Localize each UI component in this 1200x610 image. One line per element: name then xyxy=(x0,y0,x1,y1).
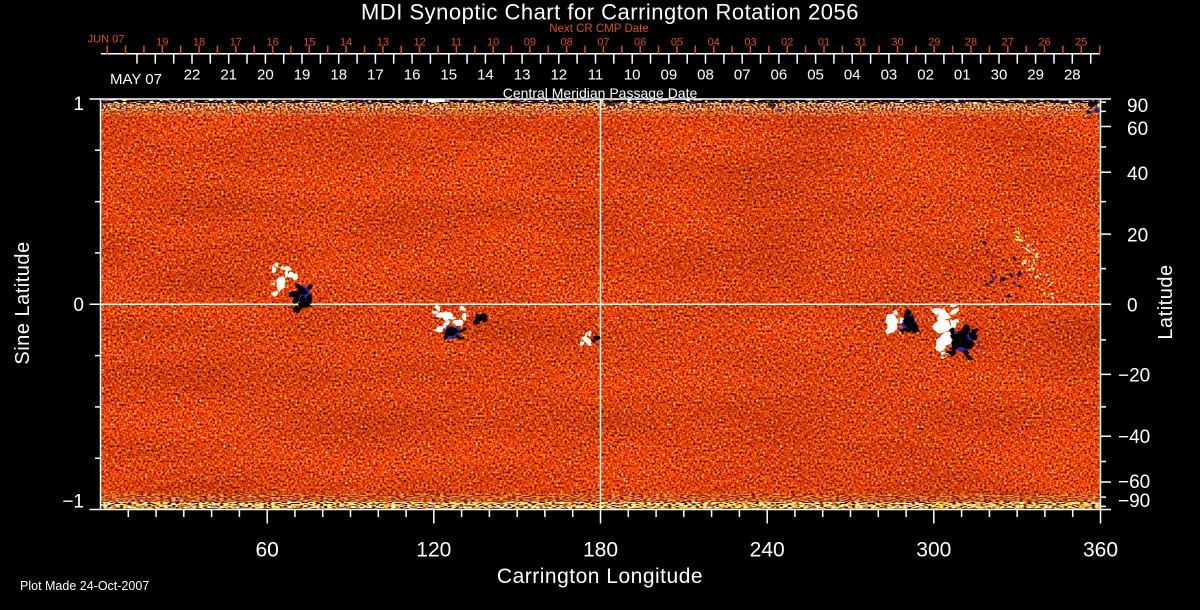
svg-text:05: 05 xyxy=(671,37,683,49)
svg-text:300: 300 xyxy=(916,539,951,562)
svg-text:25: 25 xyxy=(1075,37,1087,49)
svg-text:180: 180 xyxy=(583,539,618,562)
svg-text:03: 03 xyxy=(881,67,898,84)
svg-text:21: 21 xyxy=(220,67,237,84)
svg-text:01: 01 xyxy=(954,67,971,84)
svg-text:02: 02 xyxy=(917,67,934,84)
svg-text:06: 06 xyxy=(771,67,788,84)
svg-text:Latitude: Latitude xyxy=(1155,264,1177,339)
svg-text:Plot Made 24-Oct-2007: Plot Made 24-Oct-2007 xyxy=(20,579,149,593)
svg-text:11: 11 xyxy=(588,67,604,84)
svg-text:13: 13 xyxy=(514,67,531,84)
svg-text:20: 20 xyxy=(1127,225,1148,246)
svg-text:14: 14 xyxy=(340,37,352,49)
svg-text:18: 18 xyxy=(193,37,205,49)
svg-text:01: 01 xyxy=(818,37,830,49)
svg-text:29: 29 xyxy=(928,37,940,49)
svg-text:19: 19 xyxy=(156,37,168,49)
svg-text:04: 04 xyxy=(844,67,861,84)
svg-text:29: 29 xyxy=(1027,67,1044,84)
svg-text:27: 27 xyxy=(1002,37,1014,49)
svg-text:15: 15 xyxy=(440,67,457,84)
svg-text:60: 60 xyxy=(1127,119,1148,140)
svg-text:40: 40 xyxy=(1127,164,1148,185)
svg-text:09: 09 xyxy=(524,37,536,49)
svg-text:04: 04 xyxy=(708,37,720,49)
svg-text:22: 22 xyxy=(184,67,201,84)
svg-text:20: 20 xyxy=(257,67,274,84)
svg-text:08: 08 xyxy=(561,37,573,49)
svg-text:19: 19 xyxy=(294,67,311,84)
svg-text:05: 05 xyxy=(807,67,824,84)
svg-text:−60: −60 xyxy=(1118,472,1150,493)
svg-text:MAY 07: MAY 07 xyxy=(110,71,162,88)
svg-text:30: 30 xyxy=(891,37,903,49)
svg-text:90: 90 xyxy=(1127,96,1148,117)
svg-text:1: 1 xyxy=(73,94,84,115)
svg-text:28: 28 xyxy=(965,37,977,49)
svg-text:Sine Latitude: Sine Latitude xyxy=(12,241,34,364)
svg-text:Carrington Longitude: Carrington Longitude xyxy=(497,565,703,588)
svg-text:16: 16 xyxy=(266,37,278,49)
svg-text:14: 14 xyxy=(477,67,494,84)
svg-text:−90: −90 xyxy=(1118,491,1150,512)
svg-text:03: 03 xyxy=(744,37,756,49)
svg-text:−20: −20 xyxy=(1118,365,1150,386)
svg-text:11: 11 xyxy=(451,37,462,49)
svg-text:02: 02 xyxy=(781,37,793,49)
svg-text:MDI Synoptic Chart for Carring: MDI Synoptic Chart for Carrington Rotati… xyxy=(361,0,859,25)
svg-text:12: 12 xyxy=(413,37,425,49)
svg-text:28: 28 xyxy=(1064,67,1081,84)
svg-text:17: 17 xyxy=(367,67,384,84)
svg-text:07: 07 xyxy=(734,67,751,84)
svg-text:10: 10 xyxy=(624,67,641,84)
svg-text:−1: −1 xyxy=(62,492,84,513)
svg-text:JUN 07: JUN 07 xyxy=(88,34,125,46)
svg-text:120: 120 xyxy=(416,539,451,562)
svg-text:13: 13 xyxy=(377,37,389,49)
svg-text:Central Meridian Passage Date: Central Meridian Passage Date xyxy=(503,85,698,101)
svg-text:26: 26 xyxy=(1038,37,1050,49)
svg-text:17: 17 xyxy=(230,37,242,49)
svg-text:07: 07 xyxy=(597,37,609,49)
svg-text:18: 18 xyxy=(330,67,347,84)
svg-text:09: 09 xyxy=(660,67,677,84)
svg-text:360: 360 xyxy=(1083,539,1118,562)
svg-text:10: 10 xyxy=(487,37,499,49)
svg-text:08: 08 xyxy=(697,67,714,84)
svg-text:30: 30 xyxy=(991,67,1008,84)
svg-text:60: 60 xyxy=(255,539,278,562)
svg-text:31: 31 xyxy=(855,37,867,49)
svg-text:−40: −40 xyxy=(1118,427,1150,448)
svg-text:15: 15 xyxy=(303,37,315,49)
svg-text:06: 06 xyxy=(634,37,646,49)
svg-text:0: 0 xyxy=(73,295,84,316)
svg-text:16: 16 xyxy=(404,67,421,84)
svg-text:12: 12 xyxy=(550,67,567,84)
svg-text:0: 0 xyxy=(1127,295,1138,316)
svg-text:240: 240 xyxy=(750,539,785,562)
svg-text:Next CR CMP Date: Next CR CMP Date xyxy=(549,23,648,35)
